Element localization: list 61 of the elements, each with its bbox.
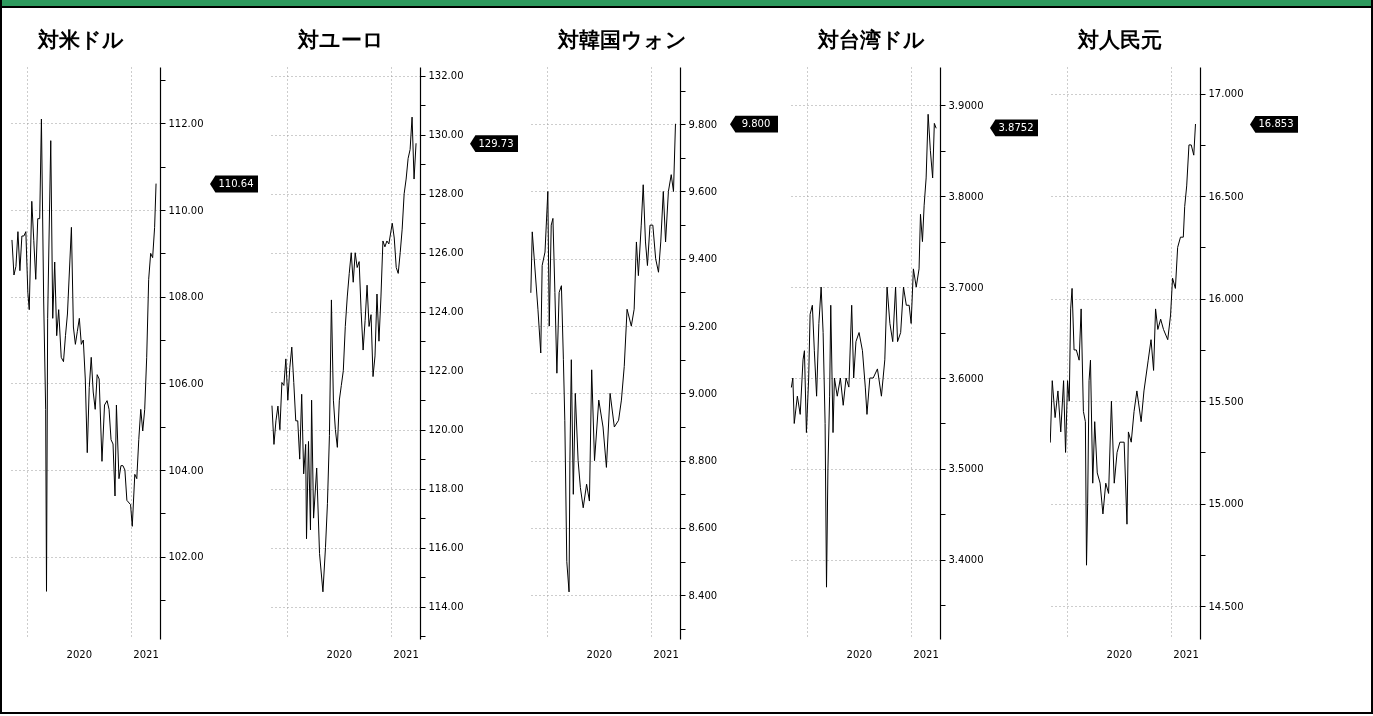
y-tick-label: 8.800 [688, 455, 718, 467]
chart-title: 対韓国ウォン [557, 28, 687, 52]
y-tick-label: 112.00 [168, 117, 204, 129]
text: 110.64 [218, 178, 254, 189]
y-tick-label: 14.500 [1208, 600, 1244, 612]
chart-title: 対米ドル [37, 28, 124, 52]
y-tick-label: 3.6000 [948, 372, 984, 384]
line-series [1050, 123, 1196, 566]
y-tick-label: 116.00 [428, 542, 464, 554]
y-tick-label: 3.9000 [948, 99, 984, 111]
line-series [271, 116, 417, 593]
x-tick-label: 2021 [393, 648, 419, 660]
y-tick-label: 132.00 [428, 70, 464, 82]
text: 16.853 [1258, 118, 1294, 130]
x-tick-label: 2020 [586, 648, 612, 660]
y-tick-label: 16.000 [1208, 293, 1244, 305]
line-series [530, 123, 676, 593]
x-tick-label: 2021 [1173, 648, 1199, 660]
x-tick-label: 2021 [653, 648, 679, 660]
y-tick-label: 3.5000 [948, 463, 984, 475]
y-tick-label: 15.500 [1208, 395, 1244, 407]
x-tick-label: 2021 [133, 648, 159, 660]
x-tick-label: 2020 [66, 648, 92, 660]
y-tick-label: 108.00 [168, 291, 204, 303]
y-tick-label: 114.00 [428, 601, 464, 613]
y-tick-label: 110.00 [168, 204, 204, 216]
chart-title: 対台湾ドル [817, 28, 925, 52]
y-tick-label: 9.400 [688, 253, 718, 265]
y-tick-label: 120.00 [428, 424, 464, 436]
y-tick-label: 9.200 [688, 320, 718, 332]
y-tick-label: 130.00 [428, 129, 464, 141]
y-tick-label: 104.00 [168, 464, 204, 476]
y-tick-label: 17.000 [1208, 88, 1244, 100]
y-tick-label: 126.00 [428, 247, 464, 259]
x-tick-label: 2021 [913, 648, 939, 660]
text: 9.800 [741, 118, 771, 130]
y-tick-label: 3.8000 [948, 190, 984, 202]
y-tick-label: 3.7000 [948, 281, 984, 293]
line-series [790, 113, 937, 588]
x-tick-label: 2020 [326, 648, 352, 660]
y-tick-label: 9.000 [688, 387, 718, 399]
text: 129.73 [478, 137, 514, 149]
y-tick-label: 118.00 [428, 483, 464, 495]
y-tick-label: 8.600 [688, 522, 718, 534]
y-tick-label: 122.00 [428, 365, 464, 377]
y-tick-label: 124.00 [428, 306, 464, 318]
y-tick-label: 128.00 [428, 188, 464, 200]
chart-title: 対ユーロ [297, 28, 384, 52]
y-tick-label: 8.400 [688, 589, 718, 601]
y-tick-label: 9.600 [688, 185, 718, 197]
y-tick-label: 16.500 [1208, 190, 1244, 202]
y-tick-label: 15.000 [1208, 498, 1244, 510]
text: 3.8752 [998, 121, 1034, 133]
y-tick-label: 3.4000 [948, 554, 984, 566]
chart-title: 対人民元 [1077, 28, 1162, 52]
y-tick-label: 9.800 [688, 118, 718, 130]
y-tick-label: 106.00 [168, 377, 204, 389]
y-tick-label: 102.00 [168, 551, 204, 563]
x-tick-label: 2020 [846, 648, 872, 660]
x-tick-label: 2020 [1106, 648, 1132, 660]
line-series [11, 118, 157, 592]
